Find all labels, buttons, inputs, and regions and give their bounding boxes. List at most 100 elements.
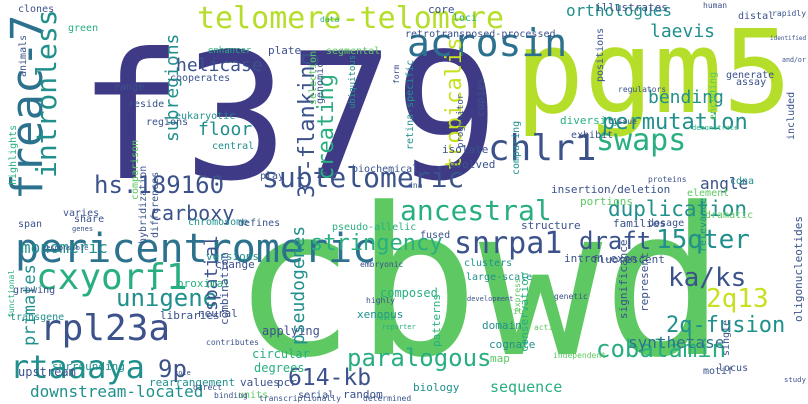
- word-form: form: [392, 65, 401, 84]
- word-614-kb: 614-kb: [288, 365, 371, 391]
- word-random: random: [343, 388, 383, 401]
- word-evolved: evolved: [449, 158, 495, 171]
- word-genes: genes: [72, 225, 93, 233]
- word-proteins: proteins: [648, 175, 687, 184]
- word-ancestral: ancestral: [400, 194, 552, 227]
- word-element: element: [687, 188, 729, 199]
- word-varies: varies: [63, 208, 99, 219]
- word-sequence: sequence: [490, 378, 562, 396]
- word-reside: reside: [128, 99, 164, 110]
- word-f379: f379: [78, 17, 499, 220]
- word-15qter: 15qter: [656, 225, 750, 255]
- word-represent: represent: [638, 252, 651, 312]
- word-orthologues: orthologues: [566, 1, 672, 20]
- word-retrotransposed-processed: retrotransposed-processed: [405, 29, 556, 40]
- word-3-flanking: 3'-flanking: [295, 52, 320, 198]
- word-plate: plate: [268, 44, 301, 57]
- word-2q13: 2q13: [706, 284, 769, 314]
- word-chlr1: chlr1: [488, 128, 596, 169]
- word-embryonic: embryonic: [360, 260, 404, 269]
- word-insertion-deletion: insertion/deletion: [551, 183, 670, 196]
- word-primates: primates: [20, 264, 40, 346]
- word-floor: floor: [198, 119, 252, 140]
- word-relevance: relevance: [698, 198, 709, 252]
- word-diversity: diversity: [560, 114, 620, 127]
- word-rapidly: rapidly: [772, 8, 806, 18]
- word-express: express: [513, 278, 522, 312]
- word-freac-7: freac-7: [2, 15, 53, 200]
- word-play: play: [260, 171, 284, 182]
- word-functional: functional: [7, 270, 16, 318]
- word-human: human: [703, 1, 727, 10]
- word-clusters: clusters: [464, 258, 512, 269]
- word-pseudo-allelic: pseudo-allelic: [332, 222, 416, 233]
- word-role: role: [174, 369, 191, 377]
- word-progenitor: progenitor: [456, 93, 466, 148]
- word-rearrangement: rearrangement: [149, 376, 235, 389]
- word-isolate: isolate: [442, 143, 488, 156]
- word-range: range: [114, 82, 144, 93]
- word-helicase: helicase: [176, 55, 263, 76]
- word-enhancer: enhancer: [208, 46, 252, 56]
- word-degrees: degrees: [254, 361, 305, 375]
- word-xenopus: xenopus: [357, 308, 403, 321]
- word-determined: determined: [363, 394, 411, 403]
- word-green: green: [68, 23, 98, 34]
- word-distal: distal: [738, 11, 774, 22]
- word-regions: regions: [146, 117, 188, 128]
- word-pcr: pcr: [277, 376, 297, 389]
- word-fluorescent: fluorescent: [592, 253, 665, 266]
- word-oligonucleotides: oligonucleotides: [792, 216, 805, 322]
- word-genetic: genetic: [554, 292, 588, 301]
- word-values: values: [240, 376, 280, 389]
- word-upstream: upstream: [18, 365, 76, 379]
- word-loci: loci: [453, 13, 477, 24]
- word-positions: positions: [595, 28, 606, 82]
- word-growing: growing: [13, 285, 55, 296]
- word-laevis: laevis: [650, 21, 715, 42]
- word-spatial: spatial: [201, 235, 222, 311]
- word-tropicalis: tropicalis: [442, 38, 467, 170]
- word-genomic: genomic: [315, 62, 326, 104]
- word-locus: locus: [718, 363, 748, 374]
- word-applying: applying: [262, 324, 320, 338]
- word-active: active: [534, 323, 563, 332]
- word-synthetase: synthetase: [628, 333, 724, 352]
- word-cdna: cdna: [730, 176, 754, 187]
- word-hybridization: hybridization: [138, 166, 149, 244]
- word-reporter: reporter: [382, 323, 416, 331]
- word-rpl23a: rpl23a: [40, 308, 170, 349]
- word-motif: motif: [703, 366, 733, 377]
- word-differences: differences: [150, 172, 161, 238]
- word-acrosin: acrosin: [407, 21, 567, 65]
- word-biology: biology: [413, 381, 460, 394]
- word-9p: 9p: [158, 355, 187, 383]
- word-transgene: transgene: [10, 312, 64, 323]
- word-circular: circular: [252, 347, 310, 361]
- word-swaps: swaps: [596, 123, 686, 158]
- word-ka-ks: ka/ks: [668, 263, 746, 293]
- word-creating: creating: [314, 74, 339, 180]
- word-permutation: permutation: [602, 110, 748, 135]
- word-retina-specific: retina-specific: [405, 60, 416, 150]
- word-identified: identified: [770, 35, 807, 42]
- word-dosage: dosage: [648, 218, 684, 229]
- word-demonstrate: demonstrate: [692, 124, 738, 132]
- word-clones: clones: [18, 4, 54, 15]
- word-animals: animals: [18, 35, 29, 77]
- word-duplication: duplication: [608, 197, 747, 221]
- word-bending: bending: [648, 87, 724, 108]
- word-carboxy: carboxy: [150, 201, 234, 225]
- word-binding: binding: [214, 391, 248, 400]
- word-stringency: stringency: [310, 231, 442, 256]
- word-cooperates: cooperates: [170, 73, 230, 84]
- word-serial: serial: [298, 390, 334, 401]
- word-hs-189160: hs.189160: [94, 171, 224, 199]
- word-domain: domain: [482, 319, 522, 332]
- word-comparing: comparing: [511, 121, 522, 175]
- word-surrounding: surrounding: [52, 360, 125, 373]
- word-chromosome: chromosome: [188, 217, 248, 228]
- word-neural: neural: [198, 307, 238, 320]
